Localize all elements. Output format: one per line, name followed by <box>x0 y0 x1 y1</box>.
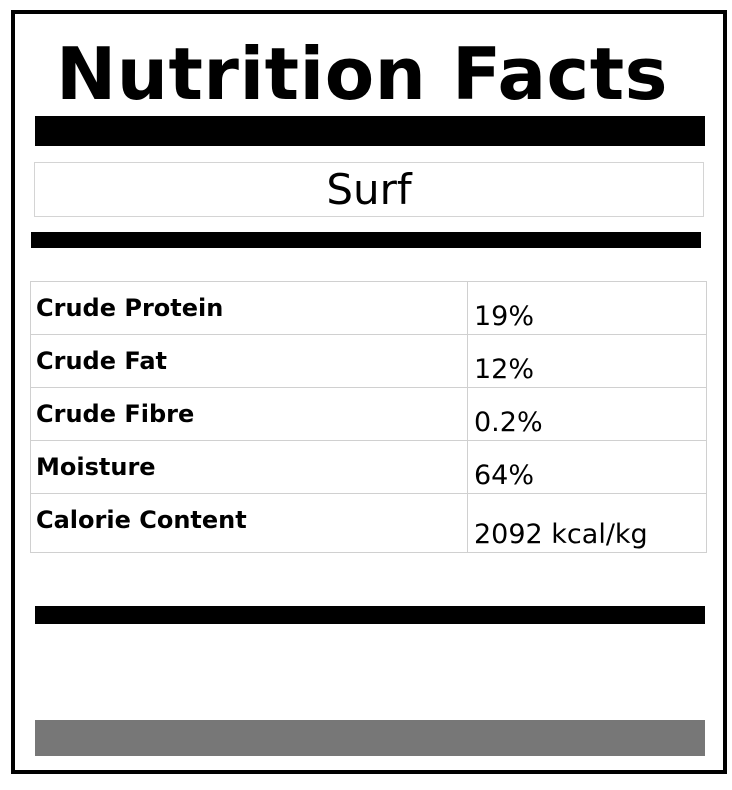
product-name: Surf <box>326 165 412 214</box>
lower-divider-bar <box>35 606 705 624</box>
middle-divider-bar <box>31 232 701 248</box>
footer-bar <box>35 720 705 756</box>
nutrition-label-frame <box>11 10 727 774</box>
nutrient-value: 19% <box>467 281 707 335</box>
nutrient-value: 12% <box>467 334 707 388</box>
nutrient-name: Moisture <box>30 440 468 494</box>
nutrient-name: Crude Fibre <box>30 387 468 441</box>
product-name-box: Surf <box>34 162 704 217</box>
table-row: Crude Fat 12% <box>30 334 707 388</box>
label-title: Nutrition Facts <box>56 32 669 116</box>
nutrient-value: 64% <box>467 440 707 494</box>
nutrient-table: Crude Protein 19% Crude Fat 12% Crude Fi… <box>30 281 707 553</box>
table-row: Crude Protein 19% <box>30 281 707 335</box>
nutrient-name: Crude Protein <box>30 281 468 335</box>
table-row: Moisture 64% <box>30 440 707 494</box>
nutrient-value: 2092 kcal/kg <box>467 493 707 553</box>
nutrient-name: Crude Fat <box>30 334 468 388</box>
top-divider-bar <box>35 116 705 146</box>
table-row: Crude Fibre 0.2% <box>30 387 707 441</box>
nutrient-name: Calorie Content <box>30 493 468 553</box>
table-row: Calorie Content 2092 kcal/kg <box>30 493 707 553</box>
nutrient-value: 0.2% <box>467 387 707 441</box>
